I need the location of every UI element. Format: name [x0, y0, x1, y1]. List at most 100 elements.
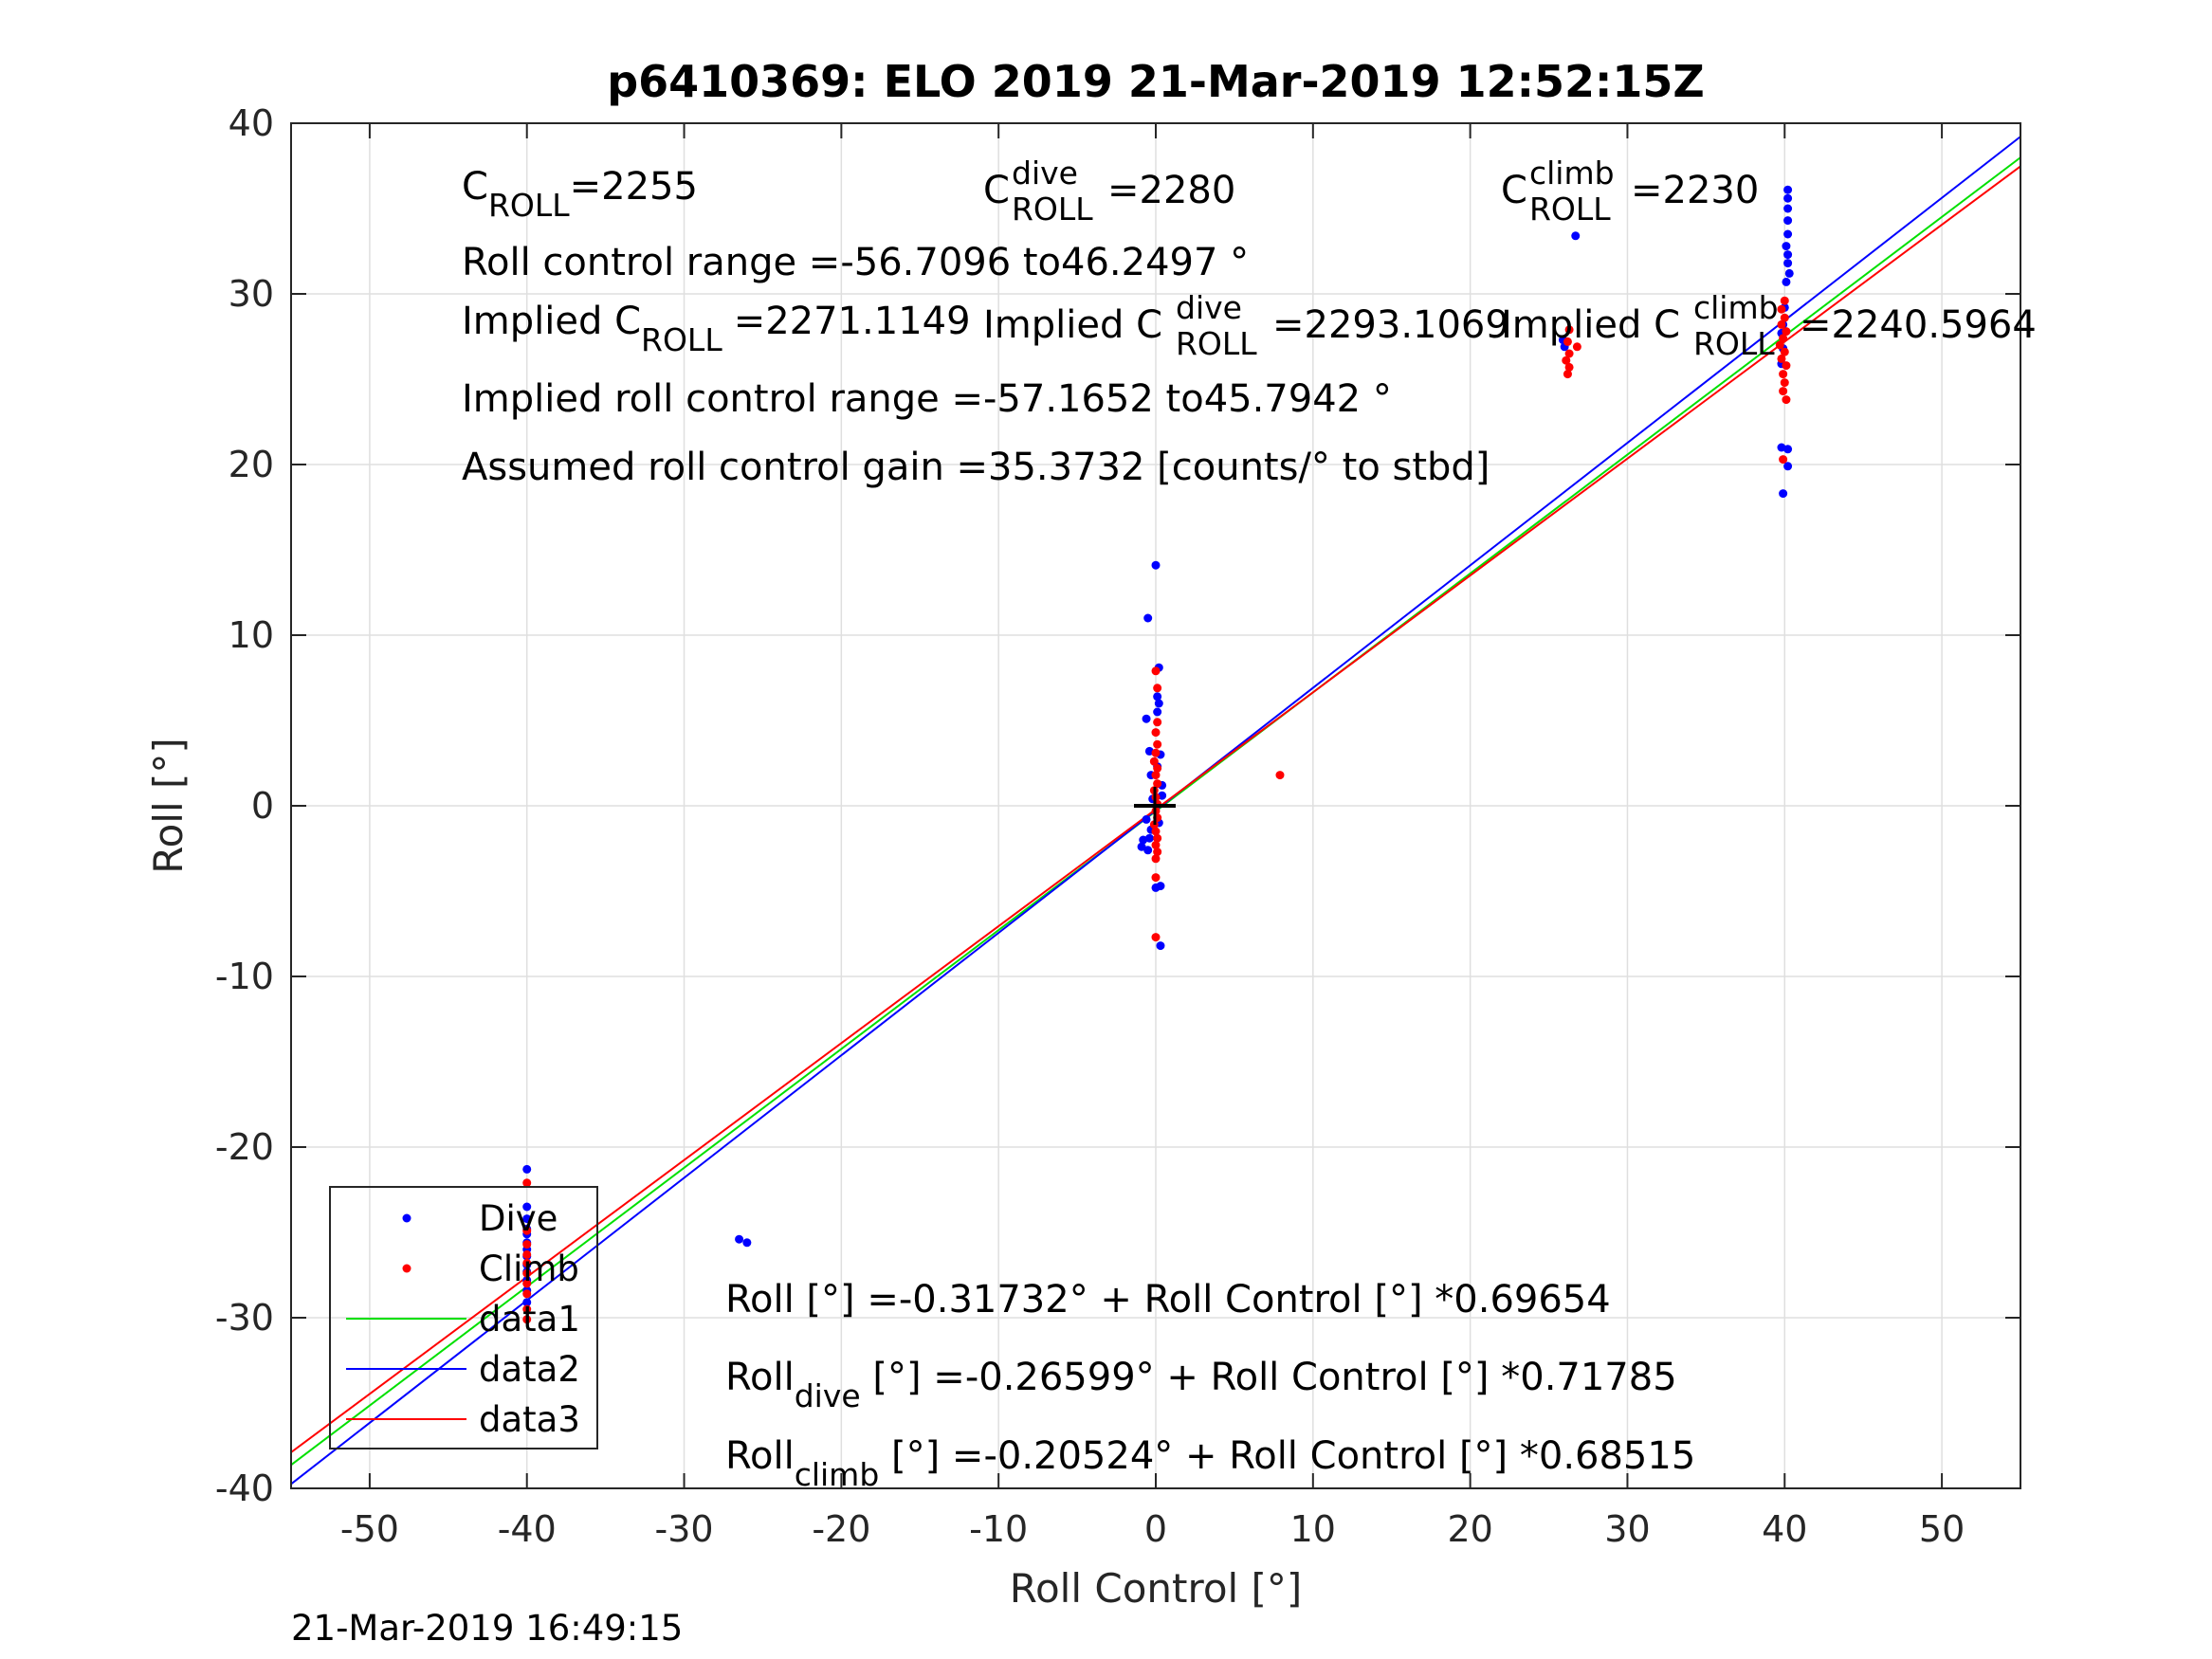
climb-point [1782, 395, 1791, 405]
dive-point [1783, 204, 1793, 213]
fit-dive-equation: Rolldive [°] =-0.26599° + Roll Control [… [725, 1356, 1677, 1414]
chart-title: p6410369: ELO 2019 21-Mar-2019 12:52:15Z [607, 56, 1705, 107]
climb-point [1572, 342, 1581, 352]
climb-point [1153, 739, 1162, 749]
dive-point [1783, 216, 1793, 226]
c-dive-sup: dive [1012, 155, 1078, 191]
tick-labels: -50 -40 -30 -20 -10 0 10 20 30 40 50 -40 -30 -20 -10 0 1… [215, 102, 1965, 1550]
dive-point [1783, 250, 1793, 260]
climb-point [1782, 327, 1791, 337]
implied-dive-sub: ROLL [1176, 325, 1257, 362]
dive-point [1784, 268, 1794, 278]
legend-label-data1: data1 [479, 1299, 580, 1340]
climb-point [1151, 728, 1161, 738]
c-roll-annotation: CROLL=2255 [462, 165, 698, 224]
climb-point [1151, 666, 1161, 676]
roll-range-annotation: Roll control range =-56.7096 to46.2497 ° [462, 241, 1249, 284]
dive-point [735, 1234, 744, 1244]
climb-point [1563, 337, 1572, 346]
climb-point [1562, 356, 1571, 365]
implied-dive-value: =2293.1069 [1272, 303, 1509, 347]
dive-point [522, 1214, 532, 1224]
climb-point [1275, 771, 1285, 780]
implied-climb-sub: ROLL [1693, 325, 1775, 362]
climb-point [1779, 334, 1788, 343]
y-tick-label: -40 [215, 1468, 274, 1509]
dive-point [522, 1202, 532, 1212]
x-tick-label: -40 [498, 1508, 557, 1550]
footer-timestamp: 21-Mar-2019 16:49:15 [291, 1608, 683, 1649]
climb-point [1153, 684, 1162, 693]
legend-marker-dive [402, 1213, 411, 1223]
climb-point [522, 1289, 532, 1299]
y-tick-label: 0 [251, 785, 274, 827]
axis-ticks [291, 122, 2020, 1489]
x-tick-label: -50 [340, 1508, 399, 1550]
climb-point [1563, 370, 1572, 379]
dive-point [742, 1238, 752, 1248]
climb-point [1780, 313, 1789, 322]
climb-point [1780, 296, 1789, 305]
dive-point [1783, 259, 1793, 268]
climb-point [1777, 354, 1786, 363]
y-tick-label: 30 [229, 273, 274, 315]
x-axis-label: Roll Control [°] [1010, 1565, 1303, 1612]
x-tick-label: 20 [1447, 1508, 1492, 1550]
legend-entry-climb: Climb [402, 1249, 579, 1289]
fit-climb-equation: Rollclimb [°] =-0.20524° + Roll Control … [725, 1434, 1695, 1493]
climb-point [1779, 387, 1788, 396]
climb-point [1780, 378, 1789, 388]
dive-point [1783, 229, 1793, 239]
gain-annotation: Assumed roll control gain =35.3732 [coun… [462, 446, 1490, 489]
dive-point [1779, 489, 1788, 499]
y-tick-label: -10 [215, 956, 274, 997]
dive-point [1137, 842, 1146, 851]
legend-entry-data3: data3 [346, 1399, 580, 1440]
x-tick-label: 40 [1762, 1508, 1807, 1550]
climb-point [1151, 854, 1161, 864]
climb-point [1780, 347, 1789, 356]
dive-point [1142, 814, 1151, 824]
legend-label-climb: Climb [479, 1249, 579, 1289]
implied-c-roll: Implied CROLL =2271.1149 [462, 300, 971, 358]
climb-point [522, 1268, 532, 1278]
y-tick-label: -20 [215, 1126, 274, 1168]
climb-point [522, 1226, 532, 1235]
climb-point [1151, 840, 1161, 849]
legend-label-dive: Dive [479, 1198, 558, 1239]
dive-point [1143, 846, 1153, 855]
dive-point [1571, 231, 1581, 241]
climb-point [1564, 349, 1574, 358]
data-points [522, 185, 1794, 1324]
climb-point [522, 1258, 532, 1267]
climb-point [1153, 779, 1162, 789]
climb-point [1782, 361, 1791, 371]
c-climb-value: =2230 [1631, 169, 1759, 212]
c-climb-sub: ROLL [1529, 191, 1611, 228]
climb-point [1149, 757, 1159, 766]
x-tick-label: -30 [655, 1508, 714, 1550]
implied-dive-sup: dive [1176, 289, 1242, 326]
c-dive-value: =2280 [1107, 169, 1235, 212]
climb-point [1151, 873, 1161, 883]
dive-point [1783, 185, 1793, 194]
y-tick-label: 10 [229, 614, 274, 656]
climb-point [1779, 370, 1788, 379]
fit-all-equation: Roll [°] =-0.31732° + Roll Control [°] *… [725, 1278, 1611, 1322]
x-tick-label: 10 [1290, 1508, 1336, 1550]
dive-point [1142, 714, 1151, 723]
dive-point [522, 1298, 532, 1307]
origin-marker [1134, 787, 1176, 825]
climb-point [522, 1279, 532, 1288]
climb-point [1151, 748, 1161, 757]
legend: Dive Climb data1 data2 data3 [329, 1186, 598, 1449]
dive-point [1156, 941, 1165, 951]
implied-climb-prefix: Implied C [1501, 303, 1680, 347]
climb-point [1775, 340, 1784, 350]
legend-marker-climb [402, 1264, 411, 1273]
c-climb-sup: climb [1529, 155, 1615, 191]
dive-point [1151, 560, 1161, 570]
c-climb-base: C [1501, 169, 1527, 212]
climb-point [1151, 771, 1161, 780]
